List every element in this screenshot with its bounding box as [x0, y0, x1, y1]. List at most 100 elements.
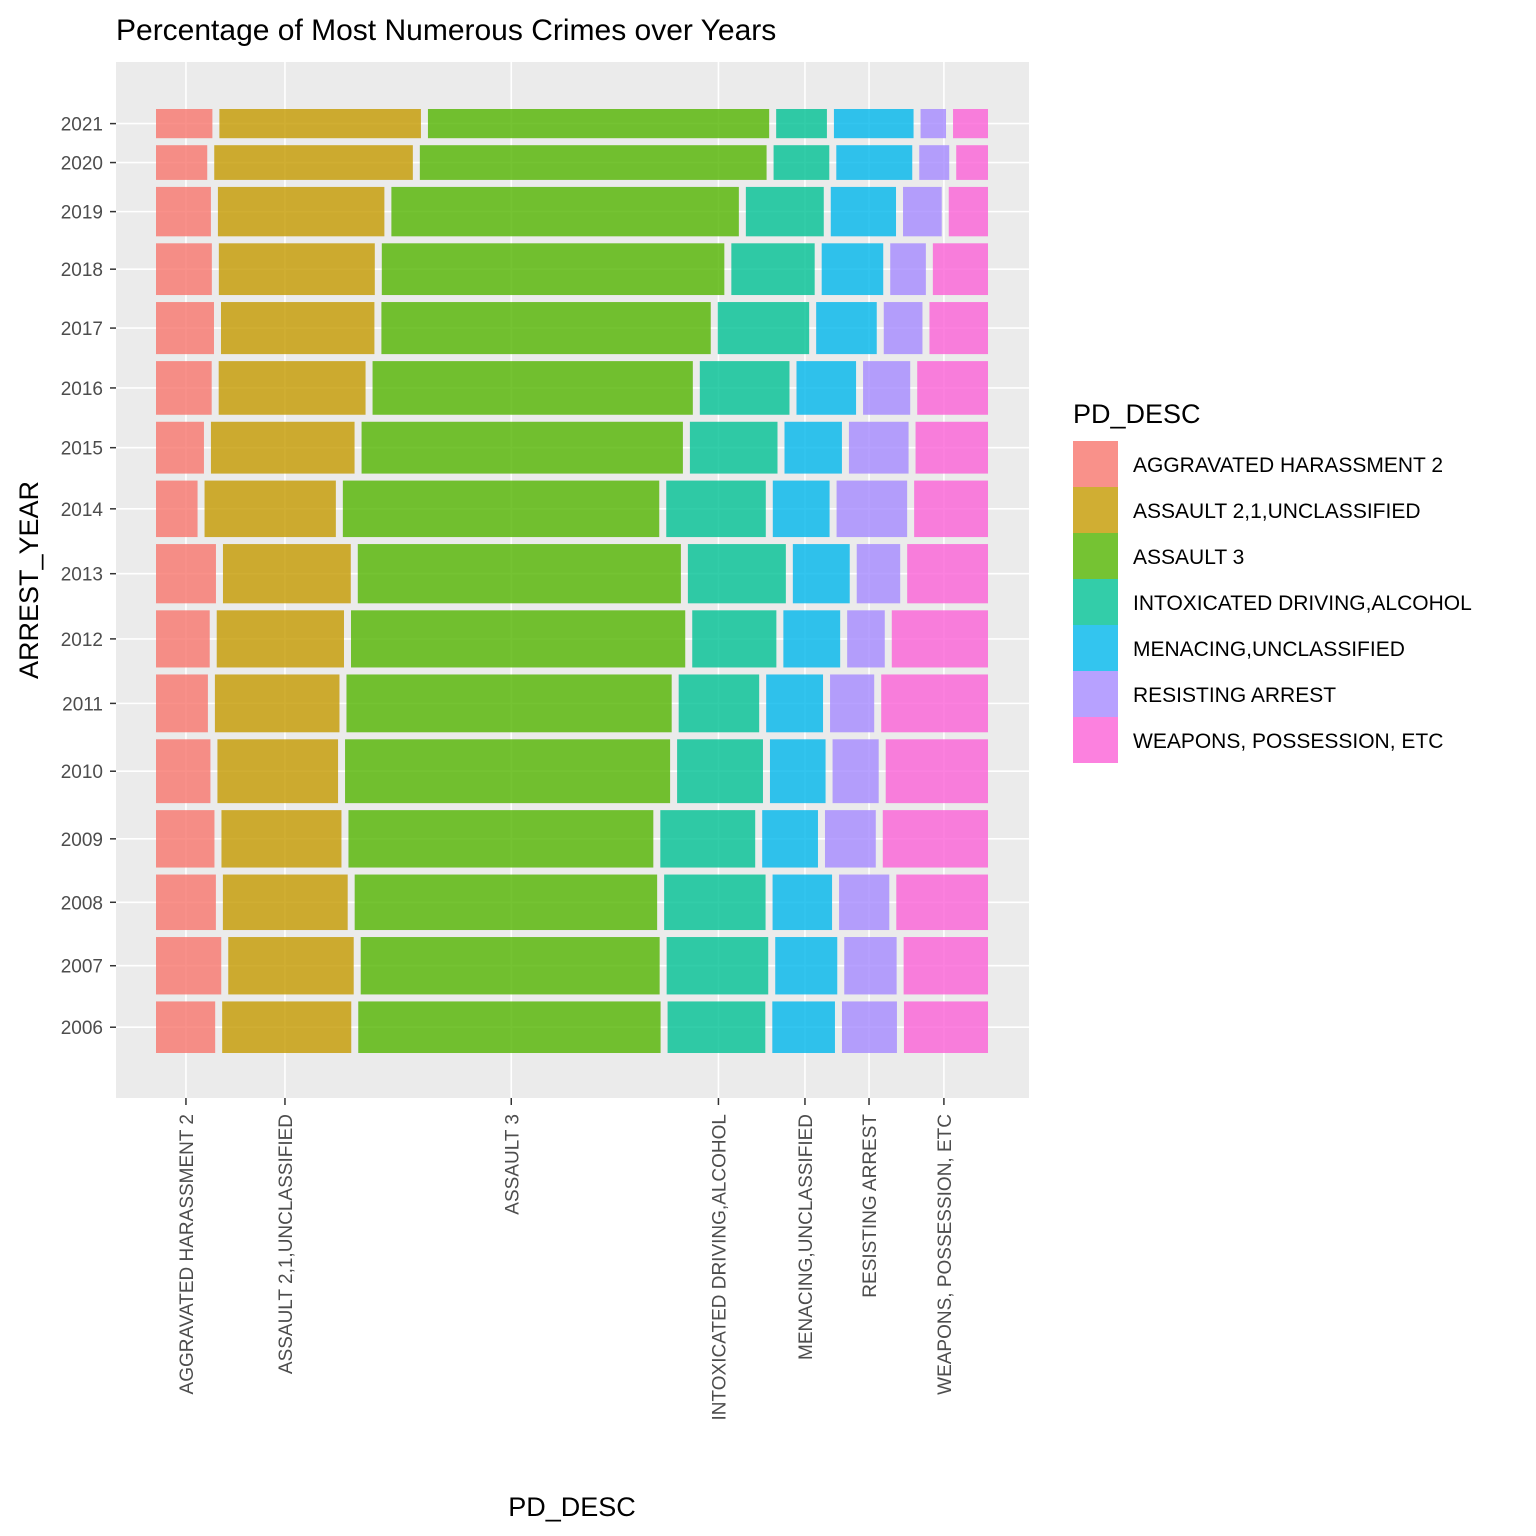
legend-swatch: [1073, 671, 1118, 717]
y-tick-label: 2015: [61, 439, 103, 460]
y-tick-label: 2006: [61, 1018, 103, 1039]
y-tick-label: 2020: [61, 154, 103, 175]
tile-2011-7: [881, 674, 988, 733]
tile-2018-2: [218, 243, 375, 296]
tile-2007-1: [156, 937, 222, 995]
tile-2007-2: [228, 937, 354, 995]
legend-swatch: [1073, 441, 1118, 487]
tile-2019-1: [156, 186, 211, 237]
tile-2016-5: [796, 361, 857, 415]
legend-swatch: [1073, 625, 1118, 671]
x-tick-label: WEAPONS, POSSESSION, ETC: [935, 1114, 956, 1395]
y-tick-label: 2014: [61, 500, 104, 521]
tile-2021-4: [776, 109, 827, 139]
tile-2020-5: [836, 145, 913, 180]
tile-2021-1: [156, 109, 213, 139]
tile-2013-3: [357, 544, 681, 604]
mosaic-tiles: [156, 109, 988, 1053]
tile-2009-4: [660, 810, 756, 868]
tile-2012-7: [891, 610, 988, 668]
tile-2021-7: [953, 109, 988, 139]
tile-2017-6: [883, 302, 923, 355]
y-tick-label: 2007: [61, 957, 103, 978]
tile-2010-4: [677, 739, 763, 804]
tile-2015-3: [361, 421, 683, 474]
tile-2012-2: [216, 610, 344, 668]
legend-label: INTOXICATED DRIVING,ALCOHOL: [1133, 592, 1472, 615]
tile-2016-3: [372, 361, 693, 415]
tile-2008-6: [839, 874, 890, 931]
tile-2020-2: [214, 145, 413, 180]
tile-2012-4: [692, 610, 777, 668]
legend-swatch: [1073, 579, 1118, 625]
tile-2009-6: [824, 810, 876, 868]
tile-2016-4: [699, 361, 790, 415]
legend-label: ASSAULT 3: [1133, 546, 1244, 569]
tile-2009-2: [221, 810, 342, 868]
tile-2008-4: [664, 874, 766, 931]
y-tick-label: 2011: [62, 694, 103, 715]
x-tick-label: ASSAULT 2,1,UNCLASSIFIED: [276, 1114, 297, 1374]
tile-2014-4: [666, 480, 766, 538]
legend-label: WEAPONS, POSSESSION, ETC: [1133, 730, 1443, 753]
legend-label: RESISTING ARREST: [1133, 684, 1336, 707]
tile-2006-7: [903, 1001, 988, 1053]
tile-2020-7: [956, 145, 988, 180]
x-tick-label: MENACING,UNCLASSIFIED: [796, 1114, 817, 1360]
tile-2014-1: [156, 480, 198, 538]
tile-2018-1: [156, 243, 212, 296]
tile-2019-5: [830, 186, 897, 237]
x-axis: AGGRAVATED HARASSMENT 2 ASSAULT 2,1,UNCLA…: [177, 1098, 956, 1421]
legend-label: ASSAULT 2,1,UNCLASSIFIED: [1133, 500, 1421, 523]
y-tick-label: 2016: [61, 379, 103, 400]
legend-swatch: [1073, 717, 1118, 763]
y-tick-label: 2017: [61, 319, 103, 340]
tile-2007-4: [666, 937, 769, 995]
tile-2016-1: [156, 361, 212, 415]
x-tick-label: ASSAULT 3: [502, 1114, 523, 1215]
x-tick-label: INTOXICATED DRIVING,ALCOHOL: [709, 1114, 730, 1421]
tile-2019-3: [391, 186, 739, 237]
y-tick-label: 2018: [61, 260, 103, 281]
tile-2019-4: [745, 186, 824, 237]
tile-2018-4: [731, 243, 815, 296]
legend-swatch: [1073, 533, 1118, 579]
tile-2017-2: [220, 302, 375, 355]
tile-2009-3: [348, 810, 654, 868]
tile-2010-1: [156, 739, 211, 804]
tile-2015-5: [784, 421, 842, 474]
tile-2007-6: [844, 937, 897, 995]
y-axis-title: ARREST_YEAR: [14, 481, 44, 679]
y-tick-label: 2013: [61, 565, 103, 586]
tile-2017-5: [816, 302, 877, 355]
tile-2006-6: [841, 1001, 897, 1053]
tile-2015-2: [210, 421, 355, 474]
tile-2008-3: [354, 874, 658, 931]
tile-2021-3: [427, 109, 770, 139]
tile-2006-2: [222, 1001, 352, 1053]
tile-2007-3: [360, 937, 660, 995]
tile-2014-2: [204, 480, 336, 538]
tile-2010-5: [769, 739, 826, 804]
tile-2009-7: [882, 810, 988, 868]
tile-2009-1: [156, 810, 215, 868]
legend-items: AGGRAVATED HARASSMENT 2 ASSAULT 2,1,UNCLA…: [1073, 441, 1472, 763]
y-axis: 2006 2007 2008 2009 2010 2011 2012 2013 2014 2015…: [61, 115, 116, 1039]
x-tick-label: RESISTING ARREST: [860, 1114, 881, 1298]
tile-2019-6: [903, 186, 942, 237]
tile-2017-4: [717, 302, 810, 355]
legend-label: MENACING,UNCLASSIFIED: [1133, 638, 1405, 661]
tile-2010-6: [832, 739, 879, 804]
tile-2016-7: [917, 361, 988, 415]
tile-2013-4: [687, 544, 786, 604]
tile-2015-1: [156, 421, 204, 474]
tile-2021-5: [833, 109, 914, 139]
tile-2007-5: [775, 937, 838, 995]
tile-2012-3: [350, 610, 686, 668]
tile-2011-5: [766, 674, 824, 733]
tile-2010-7: [885, 739, 988, 804]
tile-2012-5: [783, 610, 841, 668]
tile-2008-5: [772, 874, 833, 931]
tile-2011-6: [830, 674, 875, 733]
